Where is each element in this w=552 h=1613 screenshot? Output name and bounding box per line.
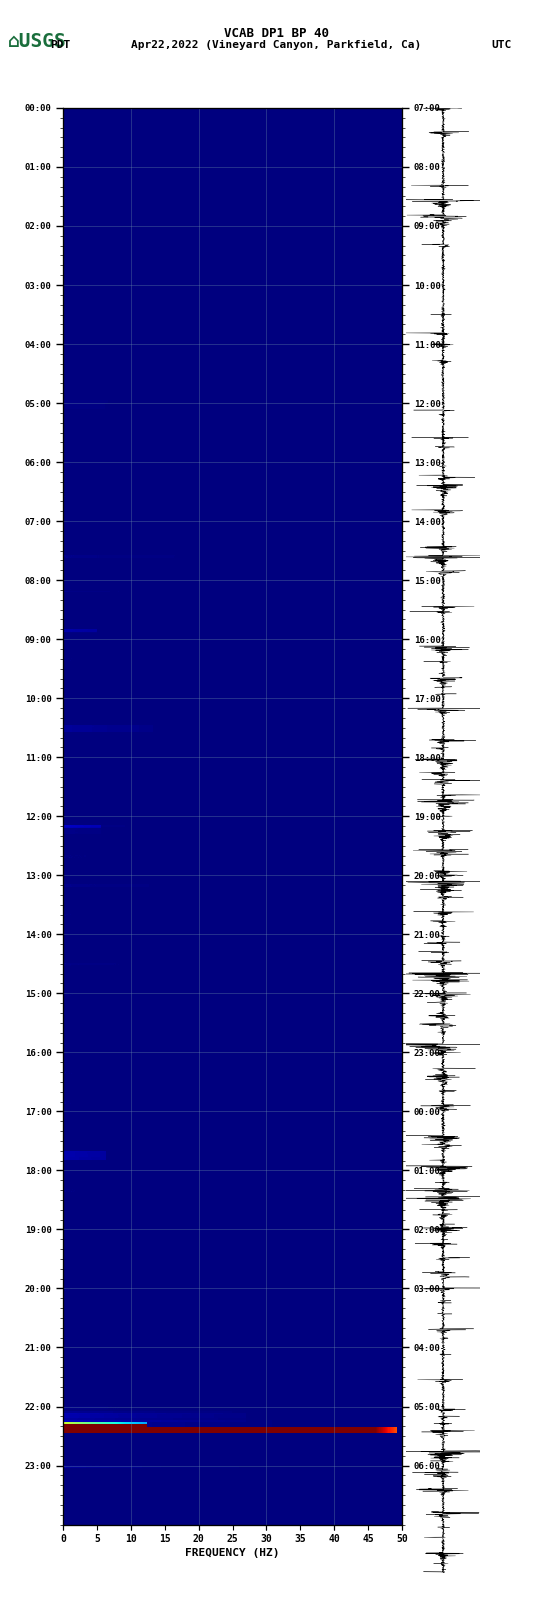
Text: Apr22,2022 (Vineyard Canyon, Parkfield, Ca): Apr22,2022 (Vineyard Canyon, Parkfield, … [131, 40, 421, 50]
X-axis label: FREQUENCY (HZ): FREQUENCY (HZ) [185, 1548, 280, 1558]
Text: ⌂USGS: ⌂USGS [8, 32, 67, 52]
Text: VCAB DP1 BP 40: VCAB DP1 BP 40 [224, 27, 328, 40]
Text: PDT: PDT [50, 40, 70, 50]
Text: UTC: UTC [491, 40, 512, 50]
